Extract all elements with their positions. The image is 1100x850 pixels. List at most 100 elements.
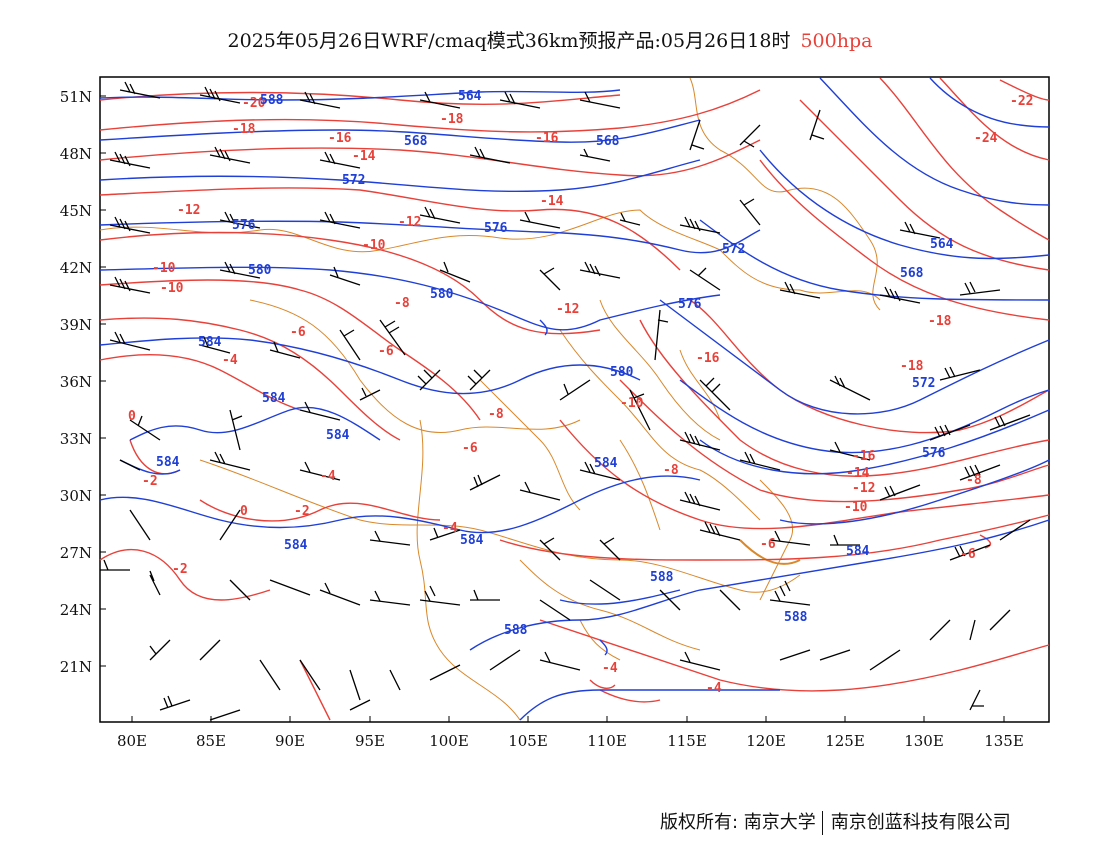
lat-tick: 51N — [60, 88, 92, 106]
lon-tick: 85E — [196, 732, 226, 750]
longitude-axis — [131, 716, 1005, 722]
lon-tick: 105E — [508, 732, 548, 750]
height-label: 576 — [232, 218, 256, 233]
temp-label: -6 — [378, 344, 394, 359]
temp-label: -14 — [846, 466, 870, 481]
temp-label: -16 — [852, 449, 876, 464]
temp-label: 0 — [240, 504, 248, 519]
temp-label: -20 — [242, 96, 266, 111]
lon-tick: 90E — [275, 732, 305, 750]
temperature-contours — [99, 77, 1050, 721]
temp-label: -18 — [232, 122, 256, 137]
temp-label: -6 — [960, 547, 976, 562]
temp-label: -14 — [540, 194, 564, 209]
height-label: 568 — [404, 134, 428, 149]
height-label: 584 — [198, 335, 222, 350]
lon-tick: 110E — [587, 732, 627, 750]
height-label: 576 — [484, 221, 508, 236]
wind-barbs — [100, 81, 1031, 721]
temp-label: -8 — [488, 407, 504, 422]
height-contours — [99, 77, 1050, 721]
lat-tick: 45N — [60, 202, 92, 220]
temp-label: -4 — [222, 353, 238, 368]
temp-label: -4 — [706, 681, 722, 696]
temp-label: -16 — [535, 131, 559, 146]
height-label: 584 — [156, 455, 180, 470]
height-label: 572 — [912, 376, 935, 391]
temp-label: -6 — [290, 325, 306, 340]
temp-label: 0 — [128, 409, 136, 424]
lat-tick: 36N — [60, 373, 92, 391]
lon-tick: 95E — [355, 732, 385, 750]
lat-tick: 48N — [60, 145, 92, 163]
temp-label: -10 — [620, 396, 644, 411]
temp-label: -2 — [294, 504, 310, 519]
lon-tick: 125E — [825, 732, 865, 750]
temp-label: -4 — [320, 469, 336, 484]
temp-label: -4 — [602, 661, 618, 676]
temp-label: -22 — [1010, 94, 1033, 109]
longitude-labels: 80E 85E 90E 95E 100E 105E 110E 115E 120E… — [117, 732, 1024, 750]
copyright-owner: 版权所有: 南京大学 — [660, 812, 816, 833]
title-main: 2025年05月26日WRF/cmaq模式36km预报产品:05月26日18时 — [227, 30, 791, 52]
height-label: 576 — [678, 297, 702, 312]
lat-tick: 21N — [60, 658, 92, 676]
footer-divider — [821, 811, 823, 835]
height-label: 576 — [922, 446, 946, 461]
lon-tick: 80E — [117, 732, 147, 750]
lat-tick: 33N — [60, 430, 92, 448]
height-label: 584 — [594, 456, 618, 471]
copyright-footer: 版权所有: 南京大学 南京创蓝科技有限公司 — [660, 808, 1011, 835]
height-label: 580 — [248, 263, 272, 278]
height-label: 584 — [284, 538, 308, 553]
temp-label: -12 — [398, 215, 421, 230]
lon-tick: 120E — [746, 732, 786, 750]
height-label: 564 — [458, 89, 482, 104]
temp-label: -14 — [352, 149, 376, 164]
temp-label: -6 — [760, 537, 776, 552]
lat-tick: 39N — [60, 316, 92, 334]
temperature-labels: -20 -18 -18 -16 -16 -14 -14 -12 -12 -10 … — [128, 94, 1033, 696]
latitude-labels: 51N 48N 45N 42N 39N 36N 33N 30N 27N 24N … — [60, 88, 92, 676]
height-label: 584 — [846, 544, 870, 559]
temp-label: -18 — [900, 359, 924, 374]
height-label: 584 — [262, 391, 286, 406]
temp-label: -8 — [966, 473, 982, 488]
lon-tick: 115E — [667, 732, 707, 750]
temp-label: -10 — [362, 238, 386, 253]
temp-label: -2 — [172, 562, 188, 577]
height-label: 588 — [260, 93, 284, 108]
latitude-axis — [100, 95, 106, 667]
temp-label: -12 — [177, 203, 200, 218]
lat-tick: 24N — [60, 601, 92, 619]
map-title: 2025年05月26日WRF/cmaq模式36km预报产品:05月26日18时 5… — [0, 26, 1100, 53]
lat-tick: 27N — [60, 544, 92, 562]
height-label: 572 — [342, 173, 365, 188]
height-label: 588 — [504, 623, 528, 638]
lon-tick: 100E — [429, 732, 469, 750]
temp-label: -18 — [928, 314, 952, 329]
height-labels: 588 564 568 568 572 576 576 580 580 584 … — [156, 89, 954, 638]
height-label: 572 — [722, 242, 745, 257]
height-label: 588 — [650, 570, 674, 585]
temp-label: -16 — [328, 131, 352, 146]
temp-label: -8 — [394, 296, 410, 311]
height-label: 584 — [460, 533, 484, 548]
temp-label: -10 — [152, 261, 176, 276]
height-label: 568 — [900, 266, 924, 281]
copyright-company: 南京创蓝科技有限公司 — [830, 812, 1011, 833]
height-label: 584 — [326, 428, 350, 443]
lon-tick: 130E — [904, 732, 944, 750]
title-level: 500hpa — [800, 30, 873, 52]
temp-label: -16 — [696, 351, 720, 366]
temp-label: -8 — [663, 463, 679, 478]
temp-label: -18 — [440, 112, 464, 127]
lon-tick: 135E — [984, 732, 1024, 750]
height-label: 580 — [430, 287, 454, 302]
height-label: 580 — [610, 365, 634, 380]
height-label: 564 — [930, 237, 954, 252]
height-label: 588 — [784, 610, 808, 625]
temp-label: -10 — [160, 281, 184, 296]
height-label: 568 — [596, 134, 620, 149]
